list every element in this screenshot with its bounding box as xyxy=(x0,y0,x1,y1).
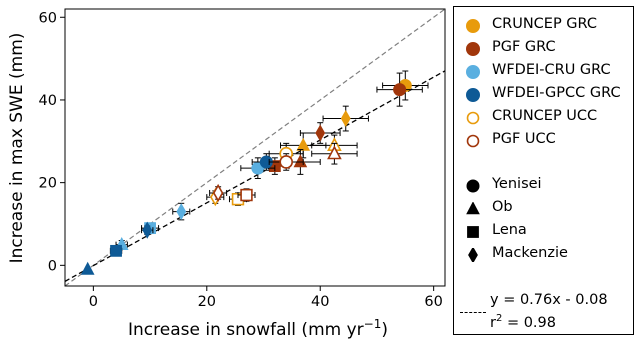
legend-label: WFDEI-CRU GRC xyxy=(492,62,611,78)
legend-label: PGF UCC xyxy=(492,131,556,147)
legend-item: CRUNCEP UCC xyxy=(454,107,634,129)
legend: CRUNCEP GRC PGF GRC WFDEI-CRU GRC WFDEI-GPC… xyxy=(453,6,634,335)
fit-equation: y = 0.76x - 0.08 xyxy=(490,292,608,308)
legend-item: WFDEI-GPCC GRC xyxy=(454,84,634,106)
legend-swatch xyxy=(466,88,480,102)
data-point xyxy=(240,188,253,202)
data-point xyxy=(110,244,122,257)
plot-area xyxy=(65,9,445,286)
legend-marker xyxy=(466,179,480,193)
legend-swatch xyxy=(466,111,480,125)
legend-item: WFDEI-CRU GRC xyxy=(454,61,634,83)
fit-line-swatch xyxy=(460,312,486,313)
legend-label: Ob xyxy=(492,199,513,215)
y-tick-label: 0 xyxy=(48,258,57,274)
legend-marker xyxy=(466,134,480,148)
y-tick-label: 20 xyxy=(39,176,57,192)
legend-basin-item: Ob xyxy=(454,198,634,220)
diamond-marker-icon xyxy=(468,248,478,262)
legend-item: PGF UCC xyxy=(454,130,634,152)
one-to-one-line xyxy=(65,9,445,286)
legend-swatch xyxy=(466,42,480,56)
axis-ticks: 0 20 40 60 0 20 40 60 xyxy=(39,10,443,310)
legend-label: Mackenzie xyxy=(492,245,568,261)
legend-marker xyxy=(467,226,479,238)
legend-marker xyxy=(466,65,480,79)
data-point xyxy=(296,137,311,151)
triangle-marker-icon xyxy=(466,202,480,215)
legend-marker xyxy=(466,19,480,33)
legend-marker xyxy=(466,202,480,215)
legend-label: Yenisei xyxy=(492,176,542,192)
legend-marker xyxy=(466,42,480,56)
x-tick-label: 0 xyxy=(89,294,98,310)
data-point xyxy=(315,124,326,142)
circle-marker-icon xyxy=(466,179,480,193)
plot-frame xyxy=(64,8,446,287)
x-tick-label: 20 xyxy=(198,294,216,310)
legend-label: PGF GRC xyxy=(492,39,556,55)
x-tick-label: 40 xyxy=(311,294,329,310)
legend-basin-item: Lena xyxy=(454,221,634,243)
data-point xyxy=(176,203,187,221)
legend-swatch xyxy=(466,65,480,79)
x-tick-label: 60 xyxy=(424,294,442,310)
legend-label: CRUNCEP GRC xyxy=(492,16,598,32)
fit-line xyxy=(65,70,445,282)
legend-item: PGF GRC xyxy=(454,38,634,60)
legend-basin-item: Yenisei xyxy=(454,175,634,197)
x-axis-label: Increase in snowfall (mm yr−1) xyxy=(128,317,388,340)
y-axis-label: Increase in max SWE (mm) xyxy=(7,33,27,264)
legend-label: Lena xyxy=(492,222,527,238)
legend-label: WFDEI-GPCC GRC xyxy=(492,85,621,101)
data-point xyxy=(293,154,308,168)
legend-marker xyxy=(466,111,480,125)
legend-swatch xyxy=(466,19,480,33)
fit-r-squared: r2 = 0.98 xyxy=(490,313,556,331)
legend-label: CRUNCEP UCC xyxy=(492,108,598,124)
legend-swatch xyxy=(466,134,480,148)
data-point xyxy=(279,155,293,169)
data-point xyxy=(340,110,351,128)
legend-item: CRUNCEP GRC xyxy=(454,15,634,37)
data-point xyxy=(327,145,342,160)
y-tick-label: 40 xyxy=(39,93,57,109)
data-point xyxy=(393,83,407,97)
data-point xyxy=(212,183,224,203)
legend-basin-item: Mackenzie xyxy=(454,244,634,266)
square-marker-icon xyxy=(467,226,479,238)
legend-marker xyxy=(468,248,478,262)
data-point xyxy=(80,261,95,275)
data-point xyxy=(142,221,153,239)
legend-marker xyxy=(466,88,480,102)
y-tick-label: 60 xyxy=(39,10,57,26)
